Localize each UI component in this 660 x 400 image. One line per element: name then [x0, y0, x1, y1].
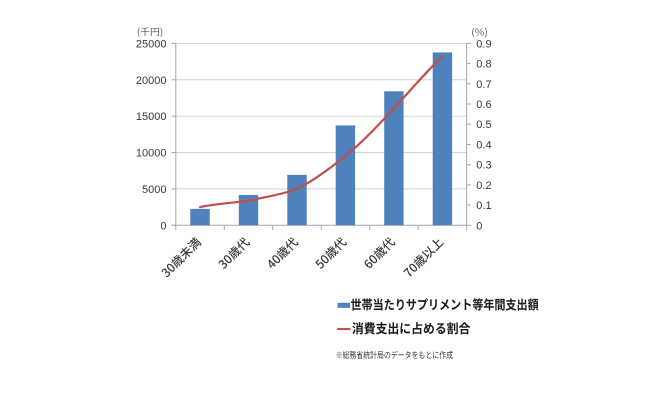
svg-text:0.7: 0.7 — [476, 79, 491, 91]
svg-text:0.5: 0.5 — [476, 119, 491, 131]
svg-text:0.6: 0.6 — [476, 99, 491, 111]
svg-text:25000: 25000 — [136, 38, 167, 50]
svg-text:0: 0 — [476, 220, 482, 232]
svg-text:0.4: 0.4 — [476, 140, 491, 152]
svg-text:15000: 15000 — [136, 111, 167, 123]
svg-text:0.3: 0.3 — [476, 160, 491, 172]
svg-text:0.2: 0.2 — [476, 180, 491, 192]
svg-text:0.9: 0.9 — [476, 38, 491, 50]
svg-text:0.8: 0.8 — [476, 59, 491, 71]
svg-text:0: 0 — [160, 220, 166, 232]
svg-text:5000: 5000 — [142, 184, 166, 196]
svg-text:10000: 10000 — [136, 148, 167, 160]
svg-text:0.1: 0.1 — [476, 200, 491, 212]
svg-text:20000: 20000 — [136, 75, 167, 87]
